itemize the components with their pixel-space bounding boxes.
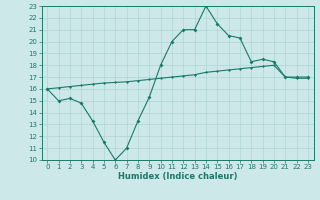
- X-axis label: Humidex (Indice chaleur): Humidex (Indice chaleur): [118, 172, 237, 181]
